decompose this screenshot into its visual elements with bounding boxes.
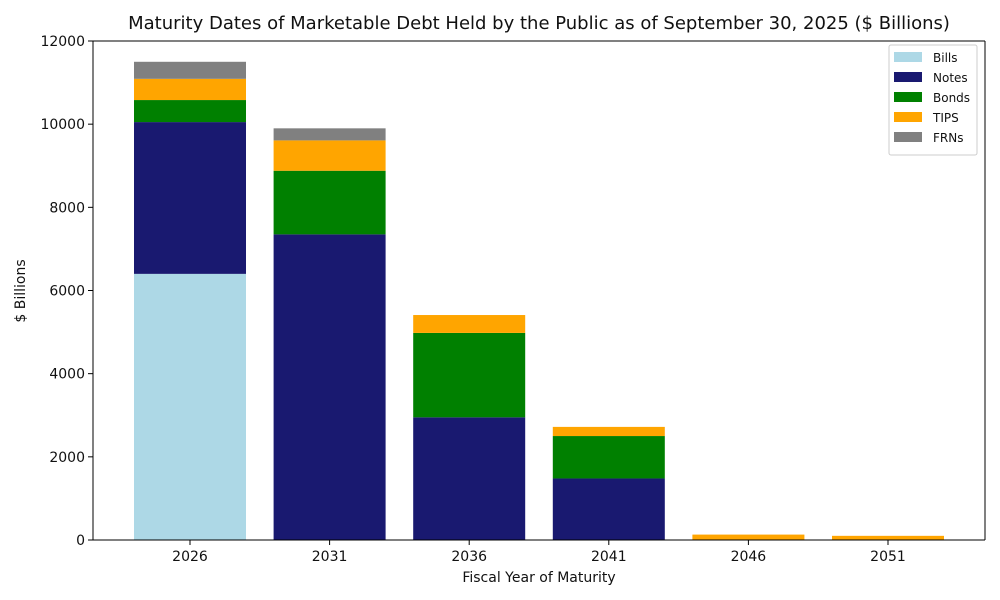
legend-swatch-tips (894, 112, 922, 122)
y-tick-label-4000: 4000 (49, 367, 85, 383)
x-tick-label-2026: 2026 (172, 549, 208, 565)
bar-bonds-2031 (273, 170, 386, 235)
legend-swatch-frns (894, 132, 922, 142)
legend-label-bills: Bills (933, 51, 958, 65)
y-tick-label-10000: 10000 (40, 117, 85, 133)
legend-swatch-bills (894, 52, 922, 62)
chart-title: Maturity Dates of Marketable Debt Held b… (128, 13, 950, 34)
legend: Bills Notes Bonds TIPS FRNs (888, 44, 978, 156)
bar-bonds-2026 (134, 100, 246, 123)
bar-frns-2026 (134, 61, 246, 79)
bar-notes-2031 (273, 234, 386, 541)
bar-tips-2026 (134, 78, 246, 101)
x-tick-label-2046: 2046 (731, 549, 767, 565)
bar-notes-2026 (134, 122, 246, 274)
y-tick-label-8000: 8000 (49, 200, 85, 216)
bar-bills-2026 (134, 273, 246, 540)
bar-tips-2041 (552, 426, 665, 437)
x-tick-label-2031: 2031 (312, 549, 348, 565)
bar-bonds-2041 (552, 436, 665, 479)
x-tick-label-2041: 2041 (591, 549, 627, 565)
legend-label-tips: TIPS (932, 111, 959, 125)
bar-notes-2036 (413, 417, 526, 540)
legend-label-frns: FRNs (933, 131, 963, 145)
bar-notes-2041 (552, 478, 665, 540)
y-axis-label: $ Billions (13, 259, 29, 322)
bar-bonds-2036 (413, 332, 526, 418)
y-tick-label-0: 0 (76, 533, 85, 549)
legend-swatch-notes (894, 72, 922, 82)
legend-label-bonds: Bonds (933, 91, 970, 105)
y-tick-label-6000: 6000 (49, 284, 85, 300)
x-tick-label-2051: 2051 (870, 549, 906, 565)
y-tick-label-2000: 2000 (49, 450, 85, 466)
bar-tips-2031 (273, 140, 386, 171)
x-axis-label: Fiscal Year of Maturity (462, 570, 615, 586)
legend-swatch-bonds (894, 92, 922, 102)
bar-frns-2031 (273, 128, 386, 141)
bars-group (134, 61, 944, 541)
bar-tips-2046 (692, 534, 805, 540)
legend-label-notes: Notes (933, 71, 968, 85)
bar-tips-2051 (832, 535, 944, 540)
x-tick-label-2036: 2036 (451, 549, 487, 565)
bar-tips-2036 (413, 315, 526, 333)
ticks-group: 0 2000 4000 6000 8000 10000 12000 2026 2031 2036 2… (40, 34, 905, 565)
y-tick-label-12000: 12000 (40, 34, 85, 50)
